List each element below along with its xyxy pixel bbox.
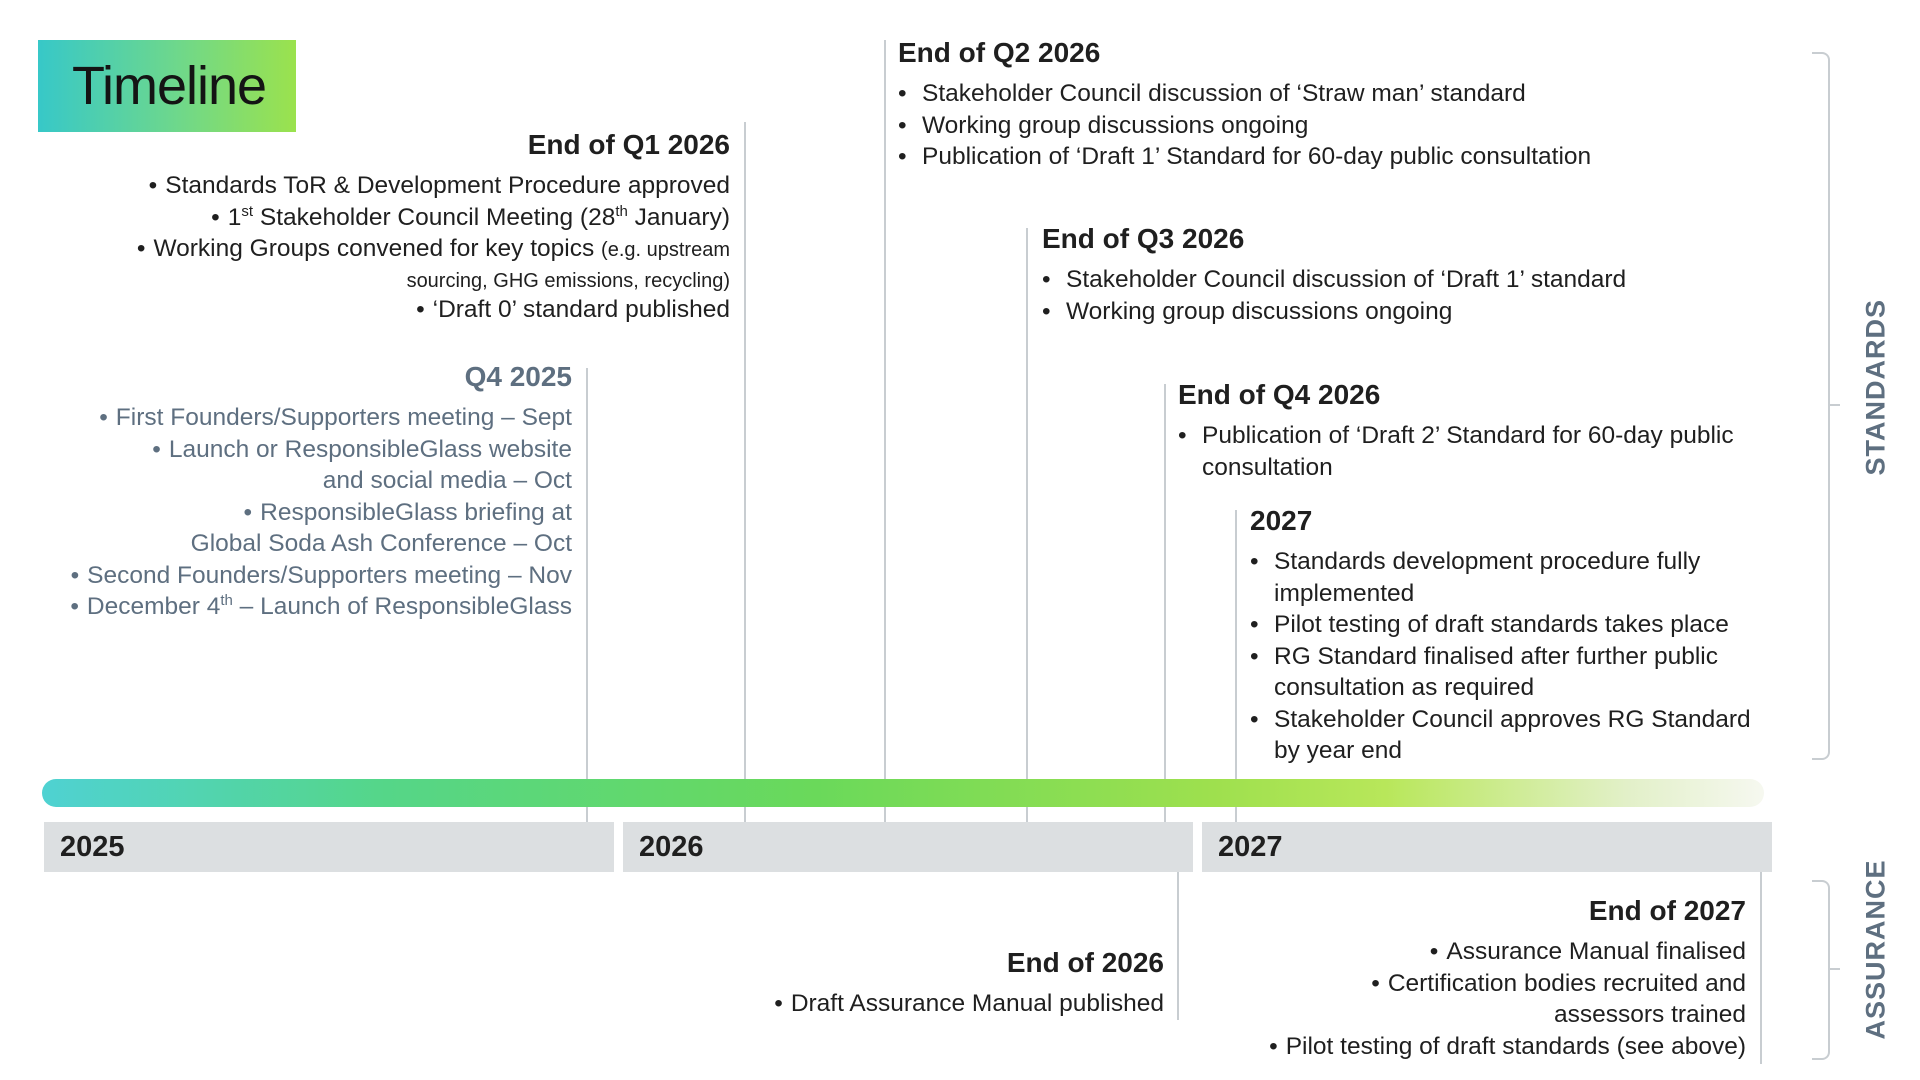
list-item: Standards development procedure fully im… — [1250, 546, 1780, 609]
standards-bracket-tick — [1828, 404, 1840, 406]
timeline-gradient-bar — [42, 779, 1764, 807]
q3-2026-block: End of Q3 2026 Stakeholder Council discu… — [1042, 222, 1742, 327]
assurance-bracket-tick — [1828, 968, 1840, 970]
list-item: • Draft Assurance Manual published — [774, 990, 1164, 1017]
end-2026-heading: End of 2026 — [1006, 947, 1164, 978]
list-item: Stakeholder Council approves RG Standard… — [1250, 704, 1780, 767]
list-item: • First Founders/Supporters meeting – Sep… — [99, 404, 572, 431]
q3-2026-heading: End of Q3 2026 — [1042, 223, 1245, 254]
q2-2026-block: End of Q2 2026 Stakeholder Council discu… — [898, 36, 1738, 173]
list-item: • ResponsibleGlass briefing at — [243, 498, 572, 526]
list-item: Pilot testing of draft standards takes p… — [1250, 609, 1780, 641]
year-bar-2026: 2026 — [623, 822, 1193, 872]
list-item: • Pilot testing of draft standards (see a… — [1269, 1032, 1746, 1060]
list-item: Stakeholder Council discussion of ‘Straw… — [898, 78, 1738, 110]
list-item: • Certification bodies recruited and — [1371, 969, 1746, 997]
q1-2026-heading: End of Q1 2026 — [527, 129, 730, 160]
list-item-cont: Global Soda Ash Conference – Oct — [190, 530, 572, 557]
list-item: Publication of ‘Draft 2’ Standard for 60… — [1178, 420, 1778, 483]
connector-q4-2025 — [586, 368, 588, 826]
year-bar-2027: 2027 — [1202, 822, 1772, 872]
q2-2026-heading: End of Q2 2026 — [898, 37, 1101, 68]
connector-q1-2026 — [744, 122, 746, 826]
2027-heading: 2027 — [1250, 505, 1313, 536]
assurance-label: ASSURANCE — [1860, 859, 1891, 1040]
list-item: • Launch or ResponsibleGlass website — [152, 435, 572, 463]
standards-label: STANDARDS — [1860, 299, 1891, 476]
list-item: • ‘Draft 0’ standard published — [416, 295, 730, 323]
end-2027-heading: End of 2027 — [1588, 895, 1746, 926]
list-item: • Second Founders/Supporters meeting – No… — [70, 561, 572, 589]
list-item-cont: assessors trained — [1553, 1001, 1746, 1028]
list-item: • Working Groups convened for key topics … — [136, 235, 730, 262]
2027-block: 2027 Standards development procedure ful… — [1250, 504, 1780, 767]
end-2026-block: End of 2026 • Draft Assurance Manual publ… — [700, 946, 1164, 1020]
assurance-bracket — [1812, 880, 1830, 1060]
standards-bracket — [1812, 52, 1830, 760]
connector-2027 — [1235, 510, 1237, 826]
list-item-cont: and social media – Oct — [322, 467, 572, 494]
list-item: Publication of ‘Draft 1’ Standard for 60… — [898, 141, 1738, 173]
page-title: Timeline — [72, 56, 267, 116]
list-item: Stakeholder Council discussion of ‘Draft… — [1042, 264, 1742, 296]
q4-2025-heading: Q4 2025 — [464, 361, 572, 392]
connector-q2-2026 — [884, 40, 886, 826]
list-item: • Assurance Manual finalised — [1429, 938, 1746, 965]
q4-2026-heading: End of Q4 2026 — [1178, 379, 1381, 410]
list-item: RG Standard finalised after further publ… — [1250, 641, 1780, 704]
list-item: • December 4th – Launch of ResponsibleGla… — [70, 591, 572, 620]
year-bar-2025: 2025 — [44, 822, 614, 872]
q4-2026-block: End of Q4 2026 Publication of ‘Draft 2’ … — [1178, 378, 1778, 483]
q4-2025-block: Q4 2025 • First Founders/Supporters meeti… — [40, 360, 572, 623]
q1-2026-block: End of Q1 2026 • Standards ToR & Developm… — [90, 128, 730, 325]
list-item-cont: sourcing, GHG emissions, recycling) — [406, 269, 730, 292]
list-item: • 1st Stakeholder Council Meeting (28th J… — [211, 202, 730, 231]
list-item: Working group discussions ongoing — [1042, 296, 1742, 328]
connector-end-2027 — [1760, 872, 1762, 1064]
list-item: • Standards ToR & Development Procedure a… — [148, 172, 730, 199]
connector-q4-2026 — [1164, 384, 1166, 826]
connector-q3-2026 — [1026, 228, 1028, 826]
connector-end-2026 — [1177, 872, 1179, 1020]
end-2027-block: End of 2027 • Assurance Manual finalised … — [1190, 894, 1746, 1062]
list-item: Working group discussions ongoing — [898, 110, 1738, 142]
title-box: Timeline — [38, 40, 296, 132]
